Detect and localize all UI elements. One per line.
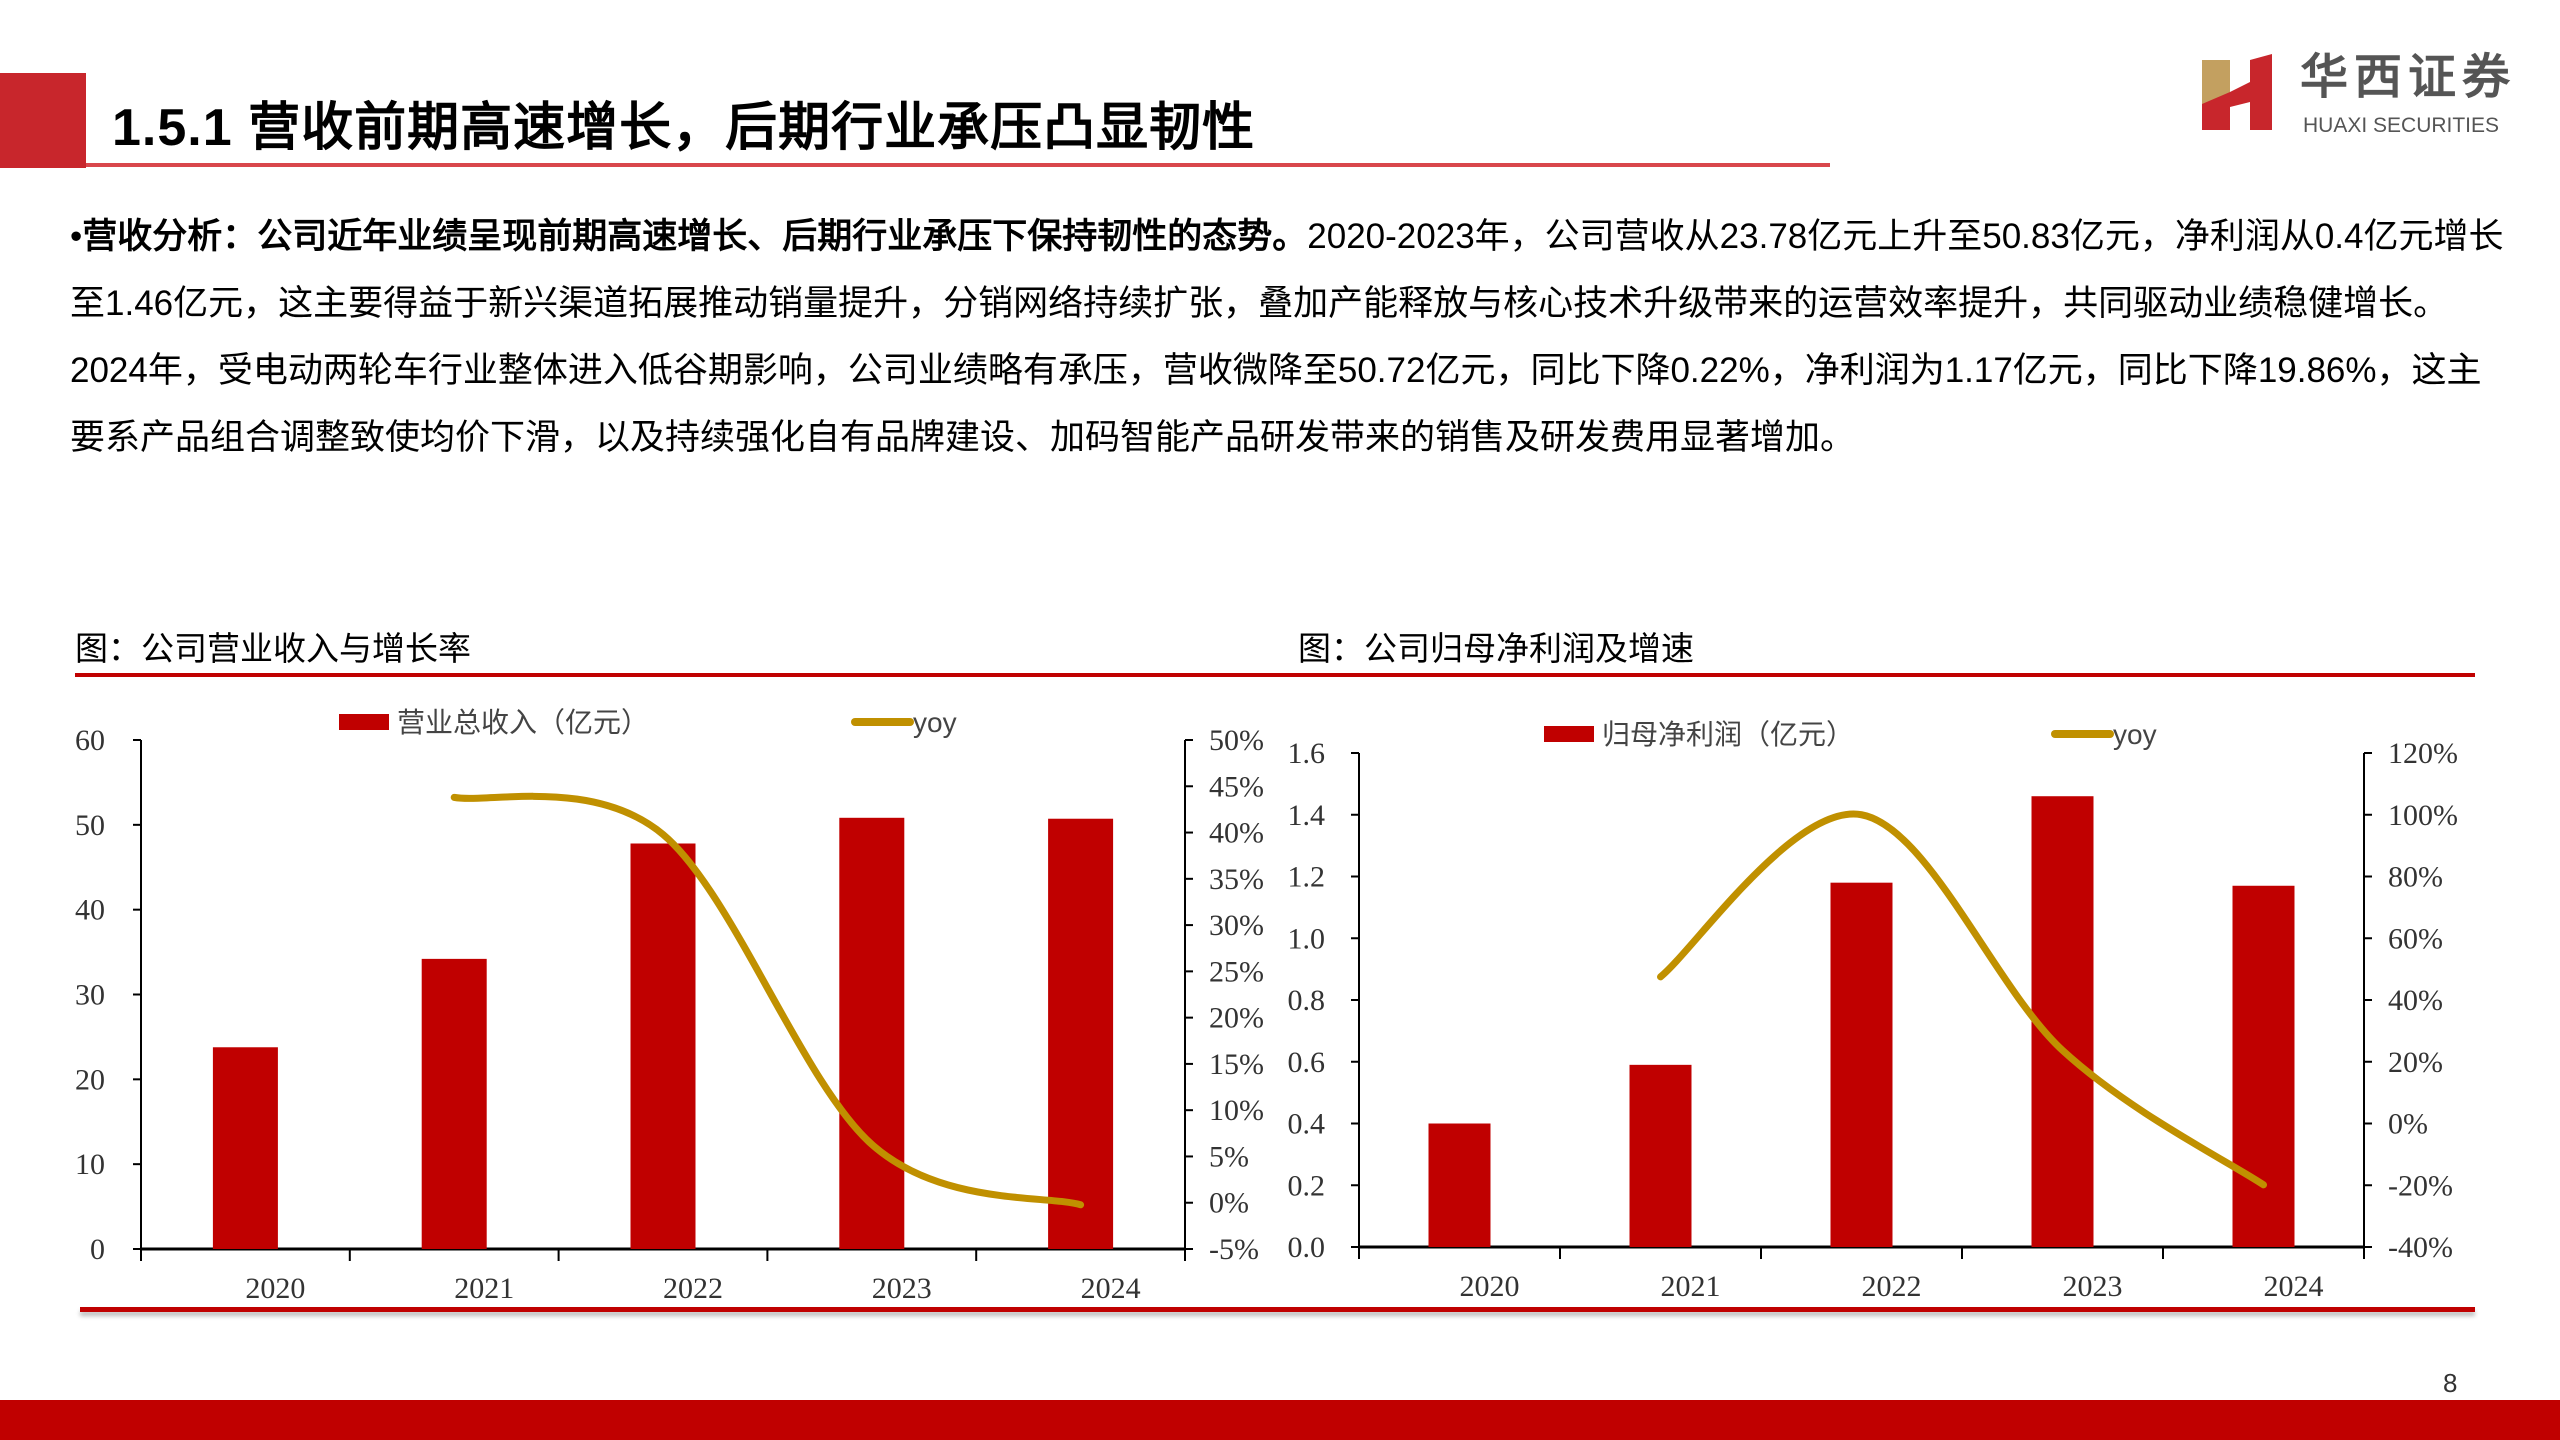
y-tick-label: 10 xyxy=(75,1148,105,1181)
y2-tick-label: -5% xyxy=(1209,1233,1259,1266)
y2-tick-label: 40% xyxy=(2388,984,2443,1017)
chart-title-divider xyxy=(75,673,2475,677)
x-tick-label: 2020 xyxy=(245,1272,305,1305)
bullet: • xyxy=(70,217,83,256)
y2-tick-label: 80% xyxy=(2388,861,2443,894)
y-tick-label: 50 xyxy=(75,809,105,842)
x-tick-label: 2023 xyxy=(872,1272,932,1305)
footer-bar xyxy=(0,1400,2560,1440)
x-tick-label: 2022 xyxy=(1862,1270,1922,1303)
bar-2021 xyxy=(421,958,487,1249)
logo-text-en: HUAXI SECURITIES xyxy=(2303,114,2500,137)
y2-tick-label: 35% xyxy=(1209,863,1264,896)
bar-2023 xyxy=(839,817,905,1249)
y2-tick-label: 20% xyxy=(2388,1046,2443,1079)
y-tick-label: 0 xyxy=(90,1233,105,1266)
bar-2022 xyxy=(630,843,696,1249)
y-tick-label: 1.2 xyxy=(1288,861,1326,894)
logo-mark-icon xyxy=(2202,54,2272,130)
x-tick-label: 2021 xyxy=(454,1272,514,1305)
legend-label-bar: 归母净利润（亿元） xyxy=(1602,719,1854,751)
y2-tick-label: 40% xyxy=(1209,817,1264,850)
legend-label-bar: 营业总收入（亿元） xyxy=(397,707,649,739)
y2-tick-label: 0% xyxy=(1209,1187,1249,1220)
x-tick-label: 2023 xyxy=(2063,1270,2123,1303)
bar-2021 xyxy=(1629,1064,1692,1247)
y2-tick-label: 120% xyxy=(2388,737,2458,770)
y-tick-label: 1.6 xyxy=(1288,737,1326,770)
y-tick-label: 0.8 xyxy=(1288,984,1326,1017)
y2-tick-label: 10% xyxy=(1209,1094,1264,1127)
y2-tick-label: -40% xyxy=(2388,1231,2453,1264)
chart-title-profit: 图：公司归母净利润及增速 xyxy=(1298,630,1694,667)
y-tick-label: 40 xyxy=(75,894,105,927)
y2-tick-label: 15% xyxy=(1209,1048,1264,1081)
y2-tick-label: 50% xyxy=(1209,724,1264,757)
bar-2023 xyxy=(2031,796,2094,1247)
legend-label-line: yoy xyxy=(913,707,957,738)
bar-2020 xyxy=(212,1047,278,1249)
chart-title-revenue: 图：公司营业收入与增长率 xyxy=(75,630,471,667)
paragraph-body: 2020-2023年，公司营收从23.78亿元上升至50.83亿元，净利润从0.… xyxy=(70,217,2504,457)
x-tick-label: 2024 xyxy=(2264,1270,2324,1303)
y2-tick-label: 20% xyxy=(1209,1002,1264,1035)
y-tick-label: 30 xyxy=(75,979,105,1012)
huaxi-logo xyxy=(2200,52,2290,137)
x-tick-label: 2021 xyxy=(1661,1270,1721,1303)
y-tick-label: 20 xyxy=(75,1063,105,1096)
revenue-analysis-paragraph: •营收分析：公司近年业绩呈现前期高速增长、后期行业承压下保持韧性的态势。2020… xyxy=(70,203,2510,543)
bar-2020 xyxy=(1428,1123,1491,1247)
x-tick-label: 2022 xyxy=(663,1272,723,1305)
legend-swatch-bar xyxy=(1544,726,1594,742)
y-tick-label: 0.6 xyxy=(1288,1046,1326,1079)
y2-tick-label: 45% xyxy=(1209,770,1264,803)
y2-tick-label: 60% xyxy=(2388,922,2443,955)
y-tick-label: 0.2 xyxy=(1288,1169,1326,1202)
yoy-line xyxy=(450,792,1085,1209)
paragraph-lead: 营收分析：公司近年业绩呈现前期高速增长、后期行业承压下保持韧性的态势。 xyxy=(82,217,1308,256)
legend-swatch-bar xyxy=(339,714,389,730)
legend-label-line: yoy xyxy=(2113,719,2157,750)
page-title: 1.5.1 营收前期高速增长，后期行业承压凸显韧性 xyxy=(112,99,1256,157)
page-number: 8 xyxy=(2443,1368,2458,1398)
y-tick-label: 0.0 xyxy=(1288,1231,1326,1264)
y2-tick-label: 100% xyxy=(2388,799,2458,832)
x-tick-label: 2024 xyxy=(1081,1272,1141,1305)
header-divider xyxy=(86,163,1830,167)
bar-2024 xyxy=(2232,885,2295,1247)
y2-tick-label: 30% xyxy=(1209,909,1264,942)
x-tick-label: 2020 xyxy=(1460,1270,1520,1303)
y-tick-label: 1.0 xyxy=(1288,922,1326,955)
y-tick-label: 60 xyxy=(75,724,105,757)
y2-tick-label: 25% xyxy=(1209,955,1264,988)
y-tick-label: 1.4 xyxy=(1288,799,1326,832)
y2-tick-label: 0% xyxy=(2388,1108,2428,1141)
y2-tick-label: 5% xyxy=(1209,1140,1249,1173)
logo-text-cn: 华西证券 xyxy=(2300,49,2517,105)
y-tick-label: 0.4 xyxy=(1288,1108,1326,1141)
bar-2024 xyxy=(1048,818,1114,1249)
header-accent-block xyxy=(0,73,86,168)
yoy-line xyxy=(1657,810,2267,1189)
bar-2022 xyxy=(1830,882,1893,1247)
chart-bottom-divider xyxy=(80,1307,2475,1312)
y2-tick-label: -20% xyxy=(2388,1169,2453,1202)
